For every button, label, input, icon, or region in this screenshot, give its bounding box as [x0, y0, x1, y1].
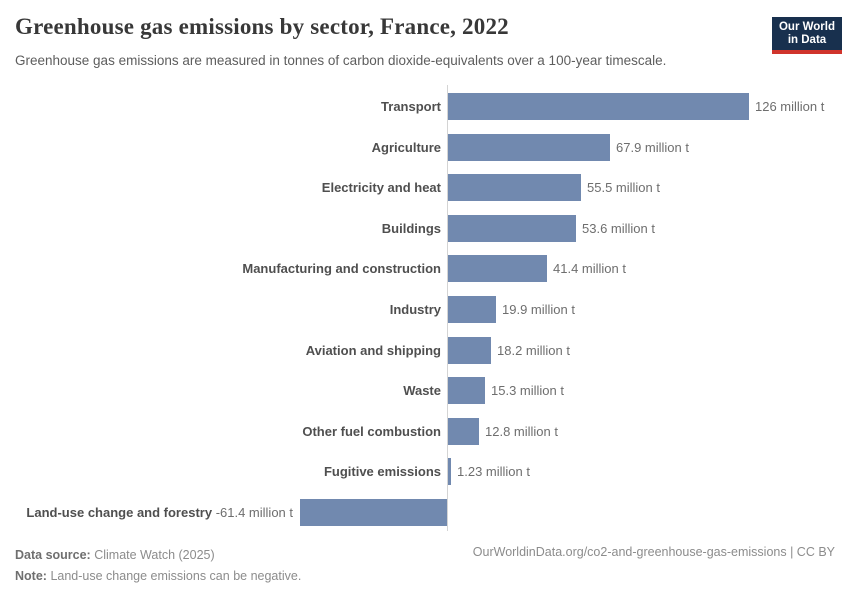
bar-row: Manufacturing and construction 41.4 milli…: [0, 255, 850, 283]
bar-row: Industry 19.9 million t: [0, 295, 850, 323]
bar[interactable]: [300, 498, 447, 526]
category-label: Buildings: [381, 220, 441, 236]
category-label: Fugitive emissions: [323, 464, 441, 480]
note-label: Note:: [15, 569, 47, 583]
bar-row: Electricity and heat 55.5 million t: [0, 174, 850, 202]
bar[interactable]: [448, 377, 485, 405]
bar[interactable]: [448, 174, 581, 202]
value-label: 18.2 million t: [497, 342, 570, 358]
y-axis-line: [447, 85, 448, 531]
value-label: 15.3 million t: [491, 383, 564, 399]
value-label: 53.6 million t: [582, 220, 655, 236]
data-source-label: Data source:: [15, 548, 91, 562]
category-label-text: Land-use change and forestry: [26, 504, 213, 520]
category-label: Agriculture: [371, 139, 441, 155]
category-label: Manufacturing and construction: [242, 261, 441, 277]
category-label: Land-use change and forestry -61.4 milli…: [26, 499, 293, 526]
category-label: Waste: [403, 383, 441, 399]
bar[interactable]: [448, 92, 749, 120]
note-value: Land-use change emissions can be negativ…: [50, 569, 302, 583]
bar-row: Other fuel combustion 12.8 million t: [0, 417, 850, 445]
bar-row: Waste 15.3 million t: [0, 377, 850, 405]
attribution-link[interactable]: OurWorldinData.org/co2-and-greenhouse-ga…: [472, 545, 835, 559]
data-source-line: Data source: Climate Watch (2025): [15, 545, 301, 566]
bar-row: Transport 126 million t: [0, 92, 850, 120]
category-label: Transport: [381, 98, 441, 114]
category-label: Industry: [389, 301, 441, 317]
footer-notes: Data source: Climate Watch (2025) Note: …: [15, 545, 301, 587]
bar[interactable]: [448, 295, 496, 323]
bar-row: Buildings 53.6 million t: [0, 214, 850, 242]
owid-logo-line2: in Data: [787, 33, 827, 46]
page-title: Greenhouse gas emissions by sector, Fran…: [15, 14, 509, 39]
value-label: 1.23 million t: [457, 464, 530, 480]
bar[interactable]: [448, 255, 547, 283]
bar[interactable]: [448, 133, 610, 161]
bar-row: Land-use change and forestry -61.4 milli…: [0, 498, 850, 526]
category-label: Aviation and shipping: [305, 342, 441, 358]
note-line: Note: Land-use change emissions can be n…: [15, 566, 301, 587]
bar-row: Fugitive emissions 1.23 million t: [0, 458, 850, 486]
owid-logo-line1: Our World: [778, 20, 835, 33]
value-label: 19.9 million t: [502, 301, 575, 317]
value-label: 12.8 million t: [485, 423, 558, 439]
bar[interactable]: [448, 214, 576, 242]
chart-subtitle: Greenhouse gas emissions are measured in…: [15, 53, 667, 68]
bar[interactable]: [448, 417, 479, 445]
bar[interactable]: [448, 458, 451, 486]
value-label: 55.5 million t: [587, 180, 660, 196]
value-label: 41.4 million t: [553, 261, 626, 277]
data-source-value: Climate Watch (2025): [94, 548, 215, 562]
value-label: 67.9 million t: [616, 139, 689, 155]
bar[interactable]: [448, 336, 491, 364]
value-label: 126 million t: [755, 98, 825, 114]
bar-row: Aviation and shipping 18.2 million t: [0, 336, 850, 364]
category-label: Electricity and heat: [321, 180, 441, 196]
chart-area: Transport 126 million t Agriculture 67.9 mi…: [0, 85, 850, 531]
value-label: -61.4 million t: [212, 504, 293, 520]
bar-row: Agriculture 67.9 million t: [0, 133, 850, 161]
category-label: Other fuel combustion: [302, 423, 441, 439]
owid-logo: Our World in Data: [772, 17, 842, 54]
